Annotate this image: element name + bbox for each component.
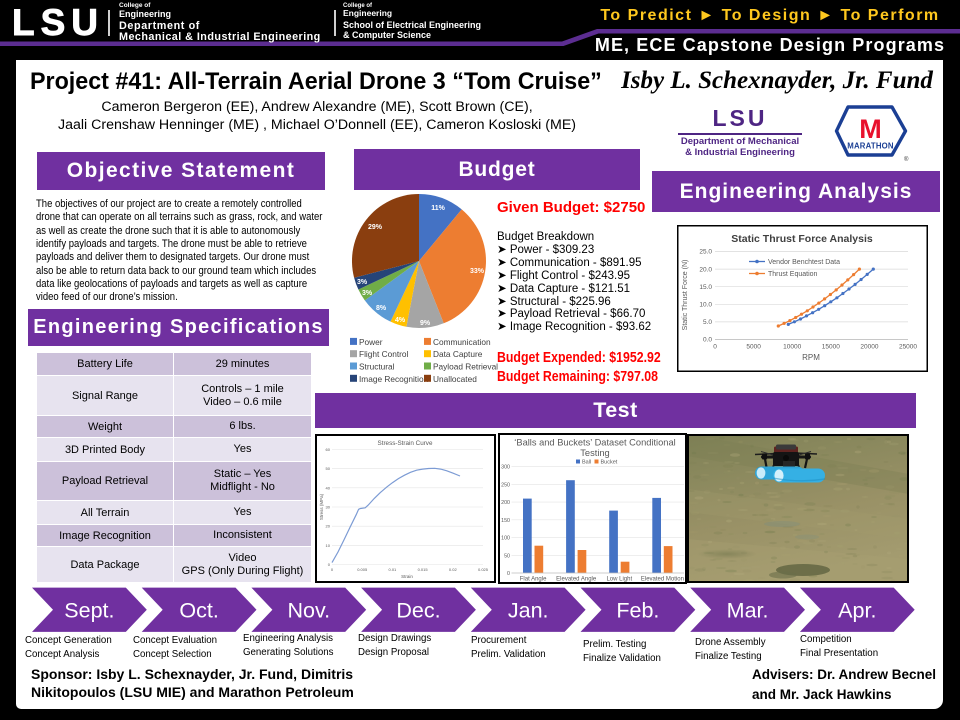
svg-text:15000: 15000 <box>822 344 840 351</box>
svg-text:MARATHON: MARATHON <box>847 142 894 151</box>
svg-text:300: 300 <box>501 465 510 471</box>
svg-text:10000: 10000 <box>783 344 801 351</box>
svg-text:8%: 8% <box>376 305 387 312</box>
svg-text:0.01: 0.01 <box>389 567 398 572</box>
svg-text:RPM: RPM <box>802 353 820 362</box>
svg-text:40: 40 <box>326 485 331 490</box>
svg-text:Mar.: Mar. <box>727 598 769 622</box>
svg-text:15.0: 15.0 <box>699 284 712 291</box>
svg-text:Static Thrust Force (N): Static Thrust Force (N) <box>682 260 689 331</box>
svg-text:Strain: Strain <box>401 574 413 579</box>
svg-text:50: 50 <box>504 553 510 559</box>
svg-text:Bucket: Bucket <box>601 460 618 466</box>
svg-text:60: 60 <box>326 447 331 452</box>
svg-text:10.0: 10.0 <box>699 302 712 309</box>
svg-text:Stress (MPa): Stress (MPa) <box>319 493 324 520</box>
svg-text:Flat Angle: Flat Angle <box>520 577 547 583</box>
svg-text:30: 30 <box>326 505 331 510</box>
svg-text:Testing: Testing <box>580 448 609 458</box>
svg-text:Sept.: Sept. <box>64 598 114 622</box>
svg-text:20000: 20000 <box>860 344 878 351</box>
svg-text:Nov.: Nov. <box>287 598 330 622</box>
svg-text:25000: 25000 <box>899 344 917 351</box>
svg-text:Static Thrust Force Analysis: Static Thrust Force Analysis <box>731 233 873 245</box>
svg-text:Power: Power <box>359 337 383 347</box>
svg-text:Oct.: Oct. <box>179 598 218 622</box>
svg-text:11%: 11% <box>431 205 445 212</box>
svg-text:20.0: 20.0 <box>699 266 712 273</box>
svg-text:10: 10 <box>326 543 331 548</box>
svg-text:Flight Control: Flight Control <box>359 349 408 359</box>
svg-text:250: 250 <box>501 482 510 488</box>
svg-text:Vendor Benchtest Data: Vendor Benchtest Data <box>768 259 840 266</box>
svg-text:Low Light: Low Light <box>606 577 632 583</box>
svg-text:3%: 3% <box>362 290 373 297</box>
svg-text:9%: 9% <box>420 320 431 327</box>
svg-text:®: ® <box>904 156 909 162</box>
svg-text:5000: 5000 <box>746 344 761 351</box>
svg-text:0: 0 <box>713 344 717 351</box>
svg-text:0: 0 <box>328 562 331 567</box>
svg-text:Image Recognition: Image Recognition <box>359 374 429 384</box>
svg-text:100: 100 <box>501 536 510 542</box>
svg-text:3%: 3% <box>357 279 368 286</box>
svg-text:25.0: 25.0 <box>699 249 712 256</box>
svg-text:20: 20 <box>326 524 331 529</box>
svg-text:0.02: 0.02 <box>449 567 458 572</box>
svg-text:4%: 4% <box>395 317 406 324</box>
svg-text:M: M <box>859 114 882 144</box>
svg-text:Jan.: Jan. <box>508 598 549 622</box>
svg-text:Unallocated: Unallocated <box>433 374 477 384</box>
svg-text:0: 0 <box>331 567 334 572</box>
svg-text:Thrust Equation: Thrust Equation <box>768 271 818 278</box>
svg-text:Elevated Motion: Elevated Motion <box>641 577 684 583</box>
svg-text:Apr.: Apr. <box>838 598 876 622</box>
svg-text:33%: 33% <box>470 268 485 275</box>
svg-text:0: 0 <box>507 571 510 577</box>
svg-text:0.005: 0.005 <box>357 567 368 572</box>
svg-text:Data Capture: Data Capture <box>433 349 483 359</box>
svg-text:5.0: 5.0 <box>703 319 712 326</box>
svg-text:Feb.: Feb. <box>616 598 659 622</box>
svg-text:Stress-Strain Curve: Stress-Strain Curve <box>378 440 433 447</box>
svg-text:Dec.: Dec. <box>396 598 440 622</box>
svg-text:Elevated Angle: Elevated Angle <box>556 577 597 583</box>
svg-text:Communication: Communication <box>433 337 491 347</box>
svg-text:0.0: 0.0 <box>703 337 712 344</box>
svg-text:29%: 29% <box>368 224 383 231</box>
svg-text:‘Balls and Buckets’ Dataset Co: ‘Balls and Buckets’ Dataset Conditional <box>514 438 675 448</box>
svg-text:50: 50 <box>326 466 331 471</box>
svg-text:0.025: 0.025 <box>478 567 489 572</box>
svg-text:Structural: Structural <box>359 362 395 372</box>
svg-text:Payload Retrieval: Payload Retrieval <box>433 362 498 372</box>
svg-text:150: 150 <box>501 518 510 524</box>
svg-text:Ball: Ball <box>582 460 591 466</box>
svg-text:200: 200 <box>501 500 510 506</box>
svg-text:0.015: 0.015 <box>418 567 429 572</box>
